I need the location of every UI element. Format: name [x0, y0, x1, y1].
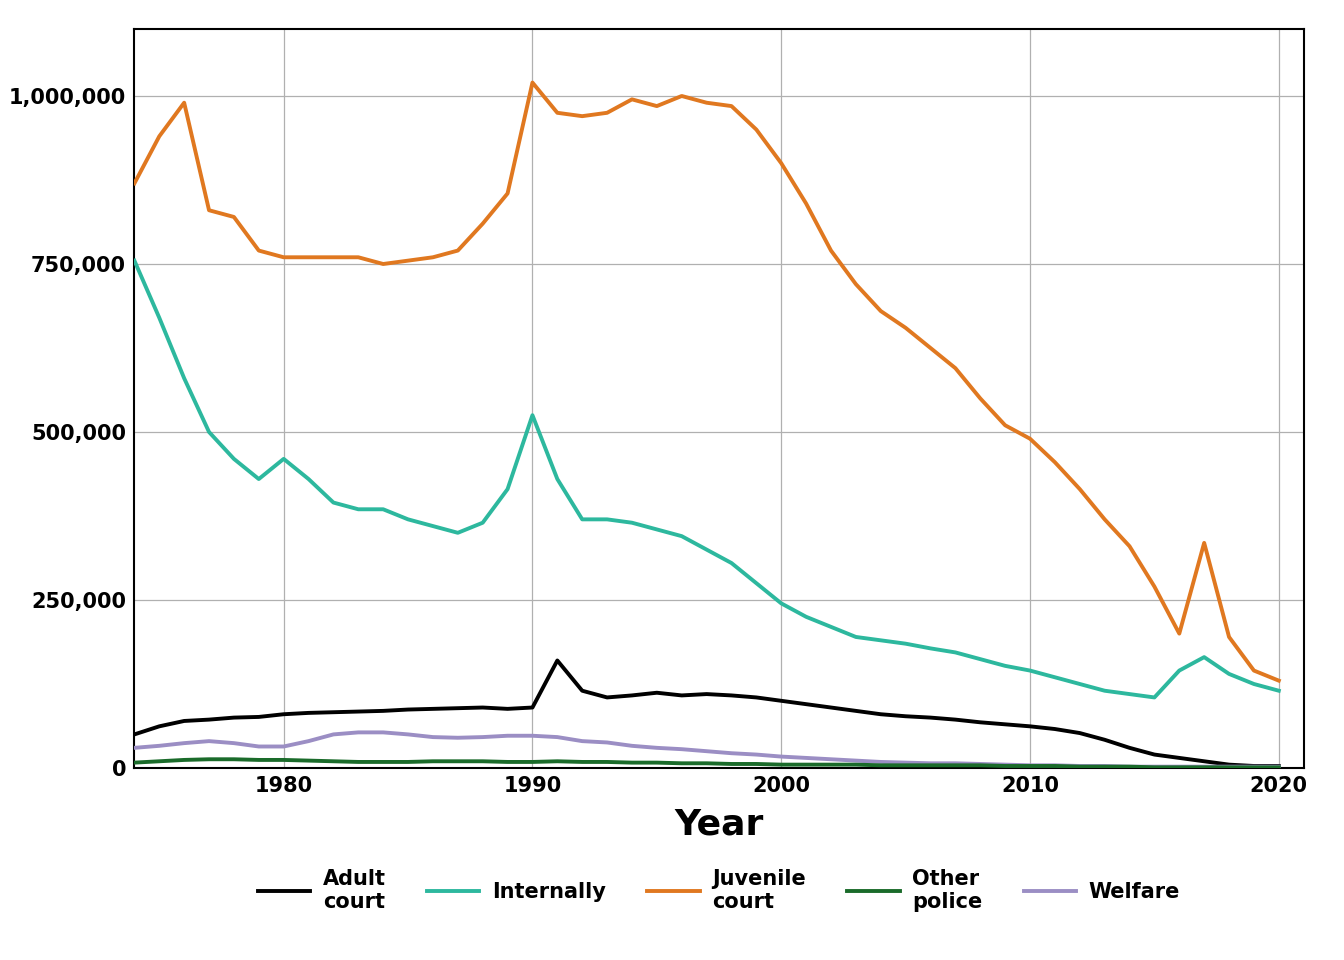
Legend: Adult
court, Internally, Juvenile
court, Other
police, Welfare: Adult court, Internally, Juvenile court,…	[250, 860, 1188, 921]
X-axis label: Year: Year	[675, 807, 763, 842]
